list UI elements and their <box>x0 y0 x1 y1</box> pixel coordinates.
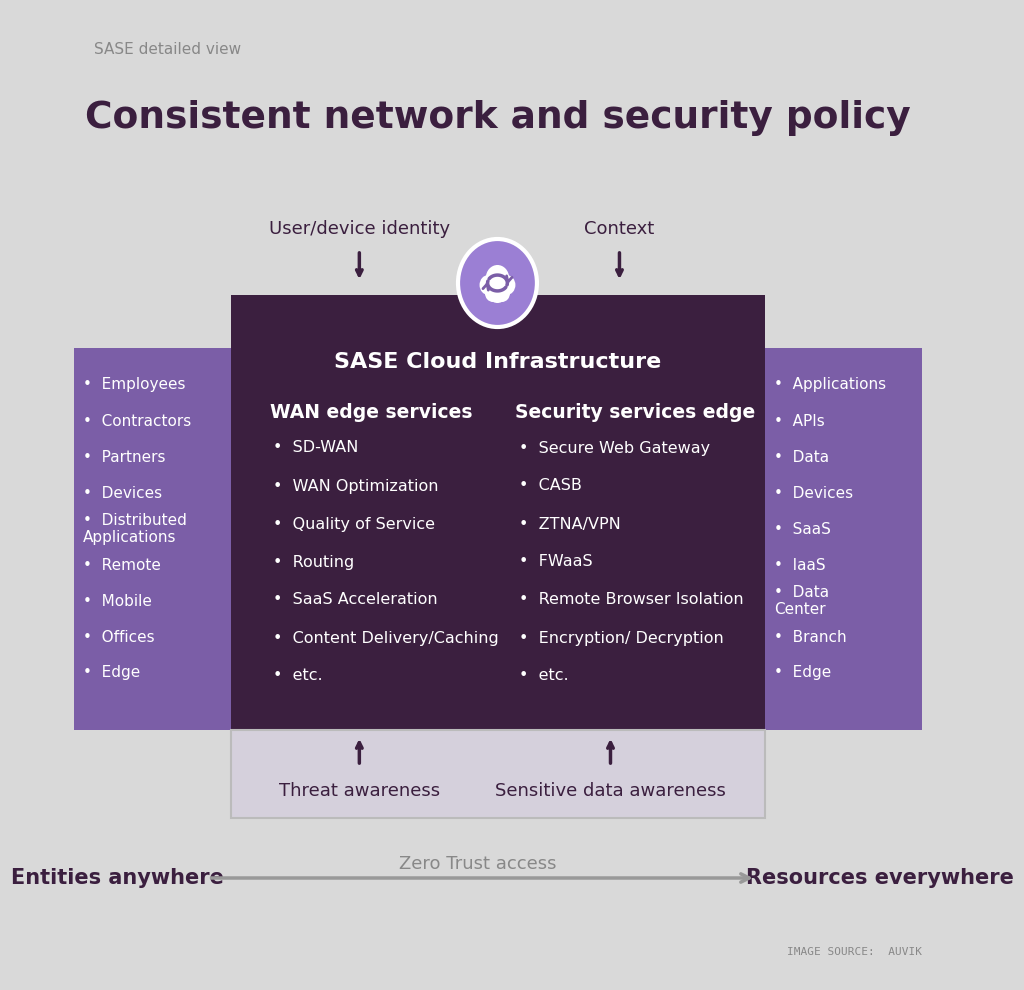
Text: •  Edge: • Edge <box>774 665 831 680</box>
Text: •  Devices: • Devices <box>774 485 853 501</box>
Text: Threat awareness: Threat awareness <box>279 782 440 800</box>
Text: •  etc.: • etc. <box>519 668 568 683</box>
Text: SASE detailed view: SASE detailed view <box>94 43 241 57</box>
Text: •  Data: • Data <box>774 449 828 464</box>
Text: Resources everywhere: Resources everywhere <box>745 868 1014 888</box>
Text: •  Distributed
Applications: • Distributed Applications <box>83 513 187 545</box>
Text: •  SaaS Acceleration: • SaaS Acceleration <box>273 592 438 608</box>
Text: Zero Trust access: Zero Trust access <box>399 855 556 873</box>
Text: •  Remote Browser Isolation: • Remote Browser Isolation <box>519 592 743 608</box>
Text: •  Data
Center: • Data Center <box>774 585 828 617</box>
Text: •  SD-WAN: • SD-WAN <box>273 441 358 455</box>
Text: •  Partners: • Partners <box>83 449 166 464</box>
FancyBboxPatch shape <box>74 348 231 730</box>
Text: •  Secure Web Gateway: • Secure Web Gateway <box>519 441 710 455</box>
Text: •  Offices: • Offices <box>83 630 155 644</box>
Circle shape <box>479 275 498 295</box>
Text: Security services edge: Security services edge <box>515 403 756 422</box>
Circle shape <box>458 239 537 327</box>
Text: Context: Context <box>585 220 654 238</box>
Text: •  IaaS: • IaaS <box>774 557 825 572</box>
Text: •  Employees: • Employees <box>83 377 185 392</box>
Text: •  SaaS: • SaaS <box>774 522 830 537</box>
Circle shape <box>486 279 508 303</box>
Text: •  Routing: • Routing <box>273 554 354 569</box>
Circle shape <box>498 275 515 295</box>
Text: •  Edge: • Edge <box>83 665 140 680</box>
Text: IMAGE SOURCE:  AUVIK: IMAGE SOURCE: AUVIK <box>786 947 922 957</box>
Text: •  CASB: • CASB <box>519 478 582 493</box>
Text: •  Contractors: • Contractors <box>83 414 191 429</box>
Text: Entities anywhere: Entities anywhere <box>10 868 223 888</box>
Text: •  etc.: • etc. <box>273 668 323 683</box>
Text: •  Devices: • Devices <box>83 485 162 501</box>
Text: WAN edge services: WAN edge services <box>269 403 472 422</box>
Text: SASE Cloud Infrastructure: SASE Cloud Infrastructure <box>334 352 662 372</box>
Text: Consistent network and security policy: Consistent network and security policy <box>85 100 910 136</box>
Text: •  WAN Optimization: • WAN Optimization <box>273 478 438 493</box>
Text: Sensitive data awareness: Sensitive data awareness <box>495 782 726 800</box>
FancyBboxPatch shape <box>765 348 922 730</box>
FancyBboxPatch shape <box>231 295 765 730</box>
Text: •  Branch: • Branch <box>774 630 847 644</box>
Text: •  Content Delivery/Caching: • Content Delivery/Caching <box>273 631 499 645</box>
Text: •  ZTNA/VPN: • ZTNA/VPN <box>519 517 621 532</box>
Circle shape <box>494 284 510 302</box>
FancyBboxPatch shape <box>231 730 765 818</box>
Text: •  Applications: • Applications <box>774 377 886 392</box>
Text: User/device identity: User/device identity <box>268 220 450 238</box>
Text: •  APIs: • APIs <box>774 414 824 429</box>
Text: •  Quality of Service: • Quality of Service <box>273 517 435 532</box>
Text: •  FWaaS: • FWaaS <box>519 554 593 569</box>
Text: •  Encryption/ Decryption: • Encryption/ Decryption <box>519 631 724 645</box>
Circle shape <box>485 265 509 291</box>
Text: •  Mobile: • Mobile <box>83 593 152 609</box>
Circle shape <box>485 284 501 302</box>
Text: •  Remote: • Remote <box>83 557 161 572</box>
